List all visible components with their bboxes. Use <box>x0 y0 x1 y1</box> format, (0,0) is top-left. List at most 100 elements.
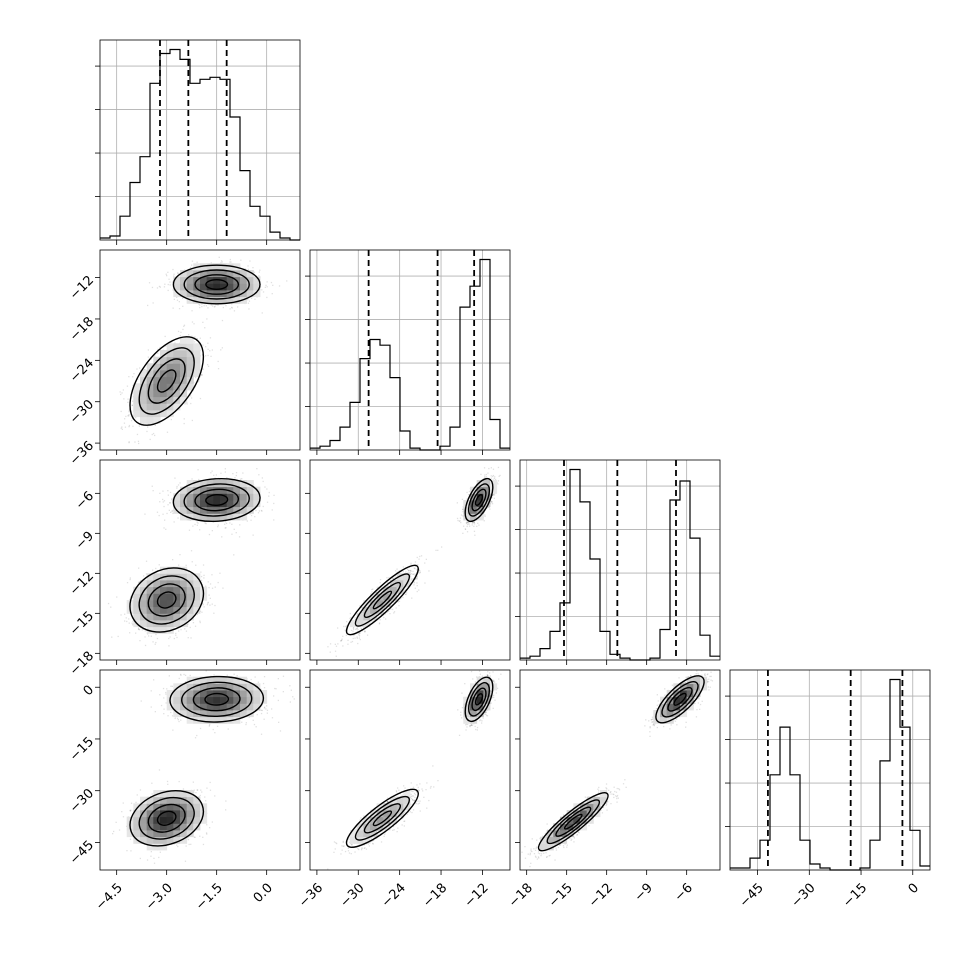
sample-point <box>419 570 421 572</box>
sample-point <box>163 527 165 529</box>
sample-point <box>192 622 195 624</box>
sample-point <box>172 559 174 561</box>
sample-point <box>123 398 125 400</box>
sample-point <box>358 632 361 634</box>
sample-point <box>342 645 344 647</box>
sample-point <box>412 573 414 575</box>
sample-point <box>258 510 260 512</box>
sample-point <box>233 310 236 312</box>
sample-point <box>175 634 177 636</box>
sample-point <box>177 484 180 486</box>
sample-point <box>413 582 416 584</box>
sample-point <box>165 273 167 275</box>
density-cell <box>173 383 181 391</box>
density-cell <box>186 500 194 508</box>
sample-point <box>407 570 410 572</box>
sample-point <box>127 398 129 400</box>
sample-point <box>357 642 359 645</box>
sample-point <box>386 577 388 579</box>
sample-point <box>218 256 220 258</box>
sample-point <box>199 621 201 624</box>
sample-point <box>386 611 388 613</box>
density-cell <box>246 276 254 284</box>
sample-point <box>169 284 171 286</box>
sample-point <box>247 268 249 271</box>
density-cell <box>140 390 148 398</box>
sample-point <box>256 468 258 470</box>
sample-point <box>468 522 470 524</box>
density-cell <box>153 390 161 398</box>
sample-point <box>418 589 420 591</box>
density-cell <box>193 356 201 364</box>
sample-point <box>494 476 496 478</box>
sample-point <box>394 599 396 602</box>
sample-point <box>198 303 200 305</box>
sample-point <box>393 612 395 614</box>
sample-point <box>169 502 171 504</box>
sample-point <box>207 307 209 309</box>
contour-0-1 <box>147 583 186 617</box>
sample-point <box>244 268 246 270</box>
sample-point <box>392 578 394 580</box>
sample-point <box>350 616 352 619</box>
sample-point <box>144 636 146 638</box>
sample-point <box>385 618 387 620</box>
density-cell <box>140 620 148 628</box>
density-cell <box>160 606 168 614</box>
density-cell <box>193 343 201 351</box>
sample-point <box>400 598 402 600</box>
sample-point <box>413 584 415 586</box>
density-cell <box>206 263 214 271</box>
sample-point <box>483 508 485 510</box>
sample-point <box>273 494 275 496</box>
density-cell <box>173 403 181 411</box>
sample-point <box>410 562 412 564</box>
sample-point <box>193 381 195 384</box>
density-cell <box>213 296 221 304</box>
sample-point <box>196 524 198 526</box>
density-cell <box>180 290 188 298</box>
sample-point <box>346 625 348 627</box>
sample-point <box>200 374 202 376</box>
density-cell <box>233 513 241 521</box>
sample-point <box>392 608 394 611</box>
sample-point <box>204 522 206 524</box>
sample-point <box>191 264 193 266</box>
density-cell <box>180 356 188 364</box>
sample-point <box>152 490 154 492</box>
density-cell <box>213 270 221 278</box>
sample-point <box>217 524 219 526</box>
sample-point <box>176 636 178 639</box>
sample-point <box>416 568 419 570</box>
sample-point <box>353 634 355 637</box>
sample-point <box>201 374 203 376</box>
sample-point <box>178 564 180 566</box>
sample-point <box>172 307 174 309</box>
sample-point <box>190 395 192 397</box>
sample-point <box>190 402 192 405</box>
density-cell <box>153 376 161 384</box>
sample-point <box>344 629 346 631</box>
sample-point <box>229 258 231 261</box>
sample-point <box>204 327 206 329</box>
density-cell <box>173 606 181 614</box>
density-cell <box>180 376 188 384</box>
sample-point <box>215 304 217 306</box>
sample-point <box>191 561 193 563</box>
sample-point <box>254 516 256 518</box>
sample-point <box>163 286 166 288</box>
density-cell <box>166 600 174 608</box>
sample-point <box>250 514 253 517</box>
sample-point <box>337 643 339 645</box>
sample-point <box>214 305 216 308</box>
sample-point <box>264 286 266 288</box>
sample-point <box>335 645 338 647</box>
hist-panel-1 <box>305 249 511 455</box>
density-cell <box>200 276 208 284</box>
sample-point <box>193 323 195 325</box>
sample-point <box>396 571 399 573</box>
sample-point <box>167 490 169 492</box>
sample-point <box>360 606 363 609</box>
sample-point <box>205 346 207 348</box>
sample-point <box>241 478 243 480</box>
